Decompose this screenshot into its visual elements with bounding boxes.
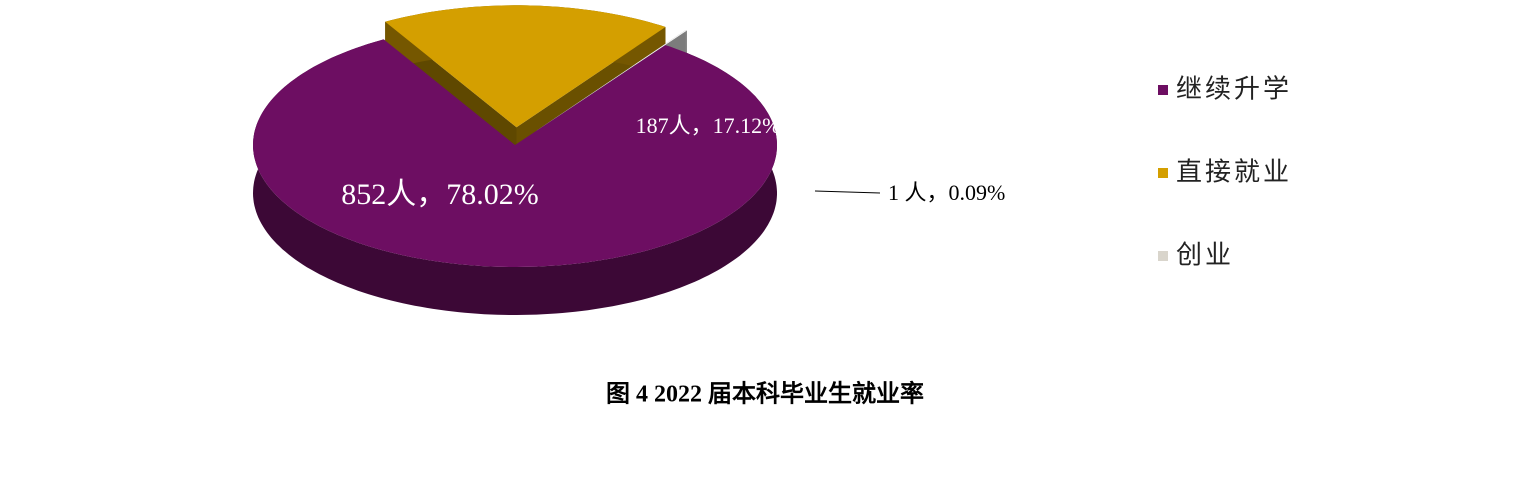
legend-label: 直接就业	[1176, 158, 1292, 188]
legend-swatch	[1158, 251, 1168, 261]
leader-line	[814, 190, 881, 194]
data-label: 852人，78.02%	[341, 178, 539, 211]
slice	[385, 5, 666, 128]
data-label: 1 人，0.09%	[888, 180, 1005, 205]
slice	[536, 30, 687, 131]
legend-swatch	[1158, 85, 1168, 95]
legend-label: 创业	[1176, 241, 1234, 271]
legend-label: 继续升学	[1176, 75, 1292, 105]
slice	[253, 39, 777, 268]
legend-swatch	[1158, 168, 1168, 178]
data-label: 187人，17.12%	[636, 113, 781, 138]
chart-title: 图 4 2022 届本科毕业生就业率	[606, 380, 924, 408]
